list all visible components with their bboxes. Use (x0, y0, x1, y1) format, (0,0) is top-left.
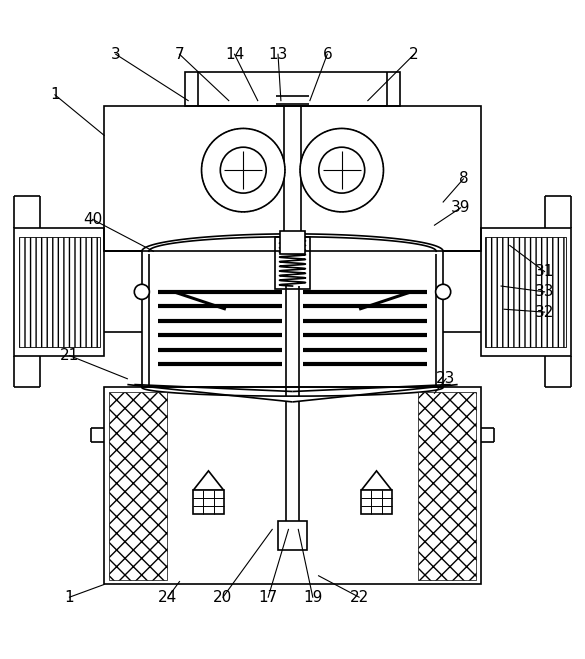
Text: 7: 7 (175, 47, 184, 62)
Bar (275, 237, 310, 289)
Text: 14: 14 (225, 47, 244, 62)
Bar (104, 106, 481, 251)
Text: 32: 32 (535, 304, 554, 320)
Text: 3: 3 (111, 47, 121, 62)
Bar (15, 228, 104, 356)
Text: 13: 13 (269, 47, 288, 62)
Text: 2: 2 (410, 47, 419, 62)
Bar (481, 228, 570, 356)
Text: 1: 1 (50, 88, 60, 102)
Bar (104, 387, 481, 585)
Circle shape (300, 129, 384, 212)
Text: 31: 31 (535, 264, 554, 279)
Bar (19, 237, 99, 347)
Circle shape (201, 129, 285, 212)
Text: 1: 1 (64, 590, 74, 605)
Bar (109, 392, 167, 580)
Text: 24: 24 (159, 590, 177, 605)
Text: 8: 8 (459, 171, 468, 186)
Bar (418, 392, 476, 580)
Circle shape (135, 284, 149, 299)
Bar (278, 521, 307, 550)
Bar (361, 490, 392, 514)
Text: 40: 40 (83, 212, 102, 227)
Circle shape (436, 284, 450, 299)
Text: 6: 6 (322, 47, 332, 62)
Bar (280, 231, 305, 254)
Circle shape (319, 147, 364, 193)
Bar (486, 237, 566, 347)
Text: 19: 19 (303, 590, 322, 605)
Bar (185, 72, 400, 106)
Text: 17: 17 (259, 590, 278, 605)
Text: 33: 33 (535, 284, 555, 299)
Text: 23: 23 (436, 371, 456, 386)
Circle shape (221, 147, 266, 193)
Text: 39: 39 (451, 200, 470, 215)
Text: 22: 22 (349, 590, 369, 605)
Text: 20: 20 (214, 590, 233, 605)
Bar (193, 490, 224, 514)
Text: 21: 21 (60, 348, 79, 363)
